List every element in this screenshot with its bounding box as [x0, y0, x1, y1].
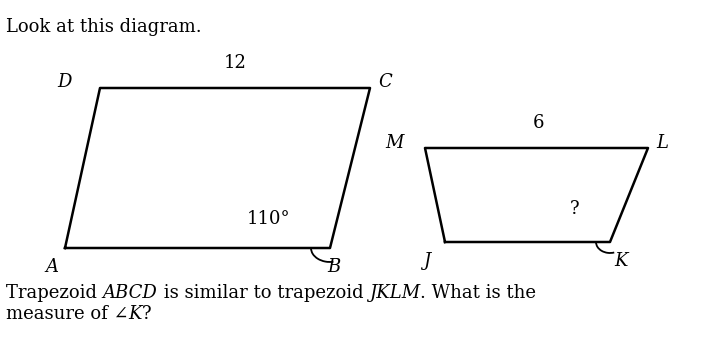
Text: Look at this diagram.: Look at this diagram. [6, 18, 202, 36]
Text: ?: ? [142, 305, 152, 323]
Text: . What is the: . What is the [420, 284, 536, 302]
Text: ABCD: ABCD [103, 284, 157, 302]
Text: L: L [656, 134, 668, 152]
Text: J: J [423, 252, 430, 270]
Text: M: M [386, 134, 404, 152]
Text: 110°: 110° [246, 210, 290, 228]
Text: K: K [129, 305, 142, 323]
Text: Trapezoid: Trapezoid [6, 284, 103, 302]
Text: ?: ? [570, 200, 580, 218]
Text: is similar to trapezoid: is similar to trapezoid [157, 284, 369, 302]
Text: C: C [378, 73, 392, 91]
Text: measure of ∠: measure of ∠ [6, 305, 129, 323]
Text: B: B [328, 258, 341, 276]
Text: JKLM: JKLM [369, 284, 420, 302]
Text: 12: 12 [224, 54, 247, 72]
Text: A: A [46, 258, 58, 276]
Text: K: K [614, 252, 628, 270]
Text: D: D [58, 73, 72, 91]
Text: 6: 6 [532, 114, 543, 132]
